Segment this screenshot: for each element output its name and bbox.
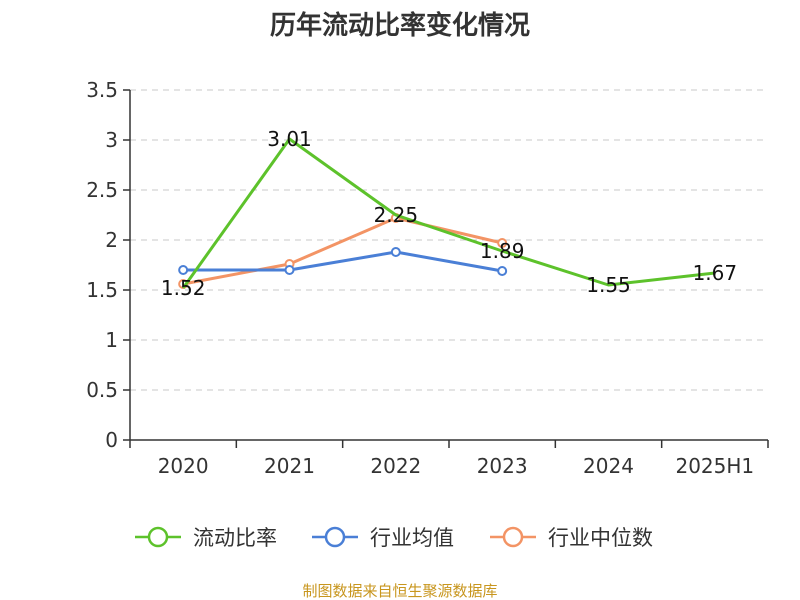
data-labels: 1.52 3.01 2.25 1.89 1.55 1.67 [161, 127, 737, 300]
data-label: 2.25 [374, 203, 419, 227]
data-label: 3.01 [267, 127, 312, 151]
x-tick-label: 2024 [583, 454, 634, 478]
grid [130, 89, 768, 391]
data-point[interactable] [497, 266, 508, 276]
data-label: 1.52 [161, 276, 206, 300]
y-tick-label: 3.5 [86, 78, 118, 102]
series [178, 137, 716, 289]
y-tick-label: 0 [105, 428, 118, 452]
chart-title: 历年流动比率变化情况 [270, 10, 530, 41]
series-line-1 [183, 250, 503, 273]
legend[interactable]: 流动比率 行业均值 行业中位数 [135, 526, 653, 550]
series-line-0 [181, 137, 716, 289]
legend-marker [502, 526, 524, 548]
data-point[interactable] [497, 238, 508, 248]
legend-item-1[interactable]: 行业均值 [312, 526, 454, 550]
y-tick-label: 0.5 [86, 378, 118, 402]
data-label: 1.67 [693, 261, 738, 285]
series-line-2 [182, 216, 503, 286]
y-tick-label: 1.5 [86, 278, 118, 302]
legend-marker [147, 526, 169, 548]
x-tick-label: 2023 [477, 454, 528, 478]
legend-item-2[interactable]: 行业中位数 [490, 526, 653, 550]
x-tick-label: 2025H1 [675, 454, 754, 478]
legend-label: 行业中位数 [548, 526, 653, 550]
legend-item-0[interactable]: 流动比率 [135, 526, 277, 550]
legend-label: 行业均值 [370, 526, 454, 550]
data-point[interactable] [178, 265, 189, 275]
legend-marker [324, 526, 346, 548]
x-tick-label: 2022 [370, 454, 421, 478]
data-label: 1.89 [480, 239, 525, 263]
y-tick-label: 1 [105, 328, 118, 352]
y-tick-label: 3 [105, 128, 118, 152]
y-tick-label: 2.5 [86, 178, 118, 202]
x-tick-label: 2020 [158, 454, 209, 478]
source-note: 制图数据来自恒生聚源数据库 [302, 582, 497, 600]
data-label: 1.55 [586, 273, 631, 297]
legend-label: 流动比率 [193, 526, 277, 550]
data-point[interactable] [390, 247, 401, 257]
data-point[interactable] [284, 265, 295, 275]
y-tick-label: 2 [105, 228, 118, 252]
x-tick-label: 2021 [264, 454, 315, 478]
